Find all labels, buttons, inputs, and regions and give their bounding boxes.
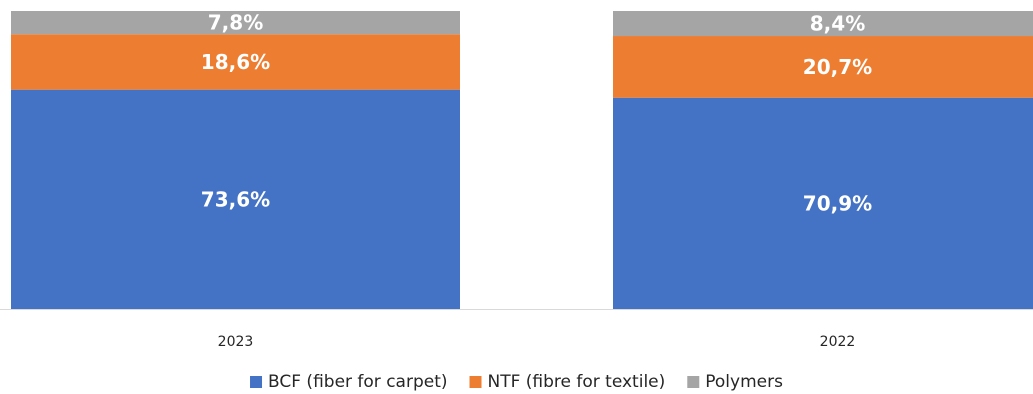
x-tick-label-2023: 2023 (218, 334, 254, 350)
legend: BCF (fiber for carpet) NTF (fibre for tex… (250, 372, 783, 392)
data-label-2022-3: 8,4% (810, 12, 865, 36)
data-label-2023-3: 7,8% (208, 11, 263, 35)
data-label-2023-2: 18,6% (201, 50, 270, 74)
legend-label-2: NTF (fibre for textile) (488, 372, 666, 392)
x-tick-label-2022: 2022 (820, 334, 856, 350)
legend-label-1: BCF (fiber for carpet) (268, 372, 447, 392)
legend-item-1: BCF (fiber for carpet) (250, 372, 448, 392)
plot-area: 73,6% 18,6% 7,8% 70,9% 20,7% 8,4% (0, 11, 1033, 310)
data-label-2022-1: 70,9% (803, 191, 872, 215)
legend-swatch-1 (250, 376, 263, 388)
bars (11, 11, 1033, 309)
bar-segment-2022-3 (613, 11, 1033, 37)
legend-swatch-2 (469, 376, 482, 388)
legend-item-3: Polymers (687, 372, 783, 392)
bar-segment-2023-1 (11, 89, 460, 309)
bar-labels: 73,6% 18,6% 7,8% 70,9% 20,7% 8,4% (201, 11, 872, 216)
legend-swatch-3 (687, 376, 700, 388)
data-label-2022-2: 20,7% (803, 55, 872, 79)
bar-segment-2022-2 (613, 36, 1033, 98)
bar-segment-2023-2 (11, 34, 460, 90)
x-axis: 2023 2022 (218, 334, 856, 350)
legend-label-3: Polymers (705, 372, 783, 392)
bar-segment-2023-3 (11, 11, 460, 35)
bar-segment-2022-1 (613, 97, 1033, 309)
legend-item-2: NTF (fibre for textile) (469, 372, 666, 392)
data-label-2023-1: 73,6% (201, 187, 270, 211)
